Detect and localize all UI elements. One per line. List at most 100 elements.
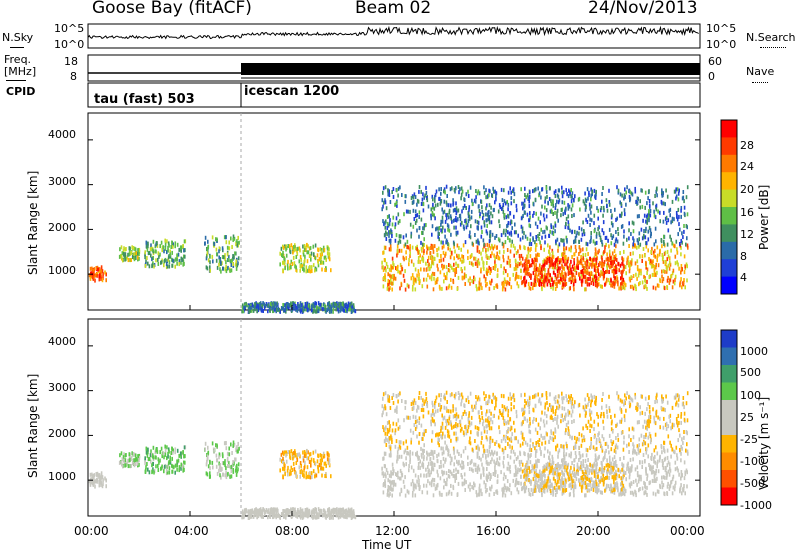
velocity-cell-6-851: [510, 491, 513, 496]
power-cell-8-792: [652, 201, 654, 206]
power-cell-8-911: [416, 202, 418, 207]
power-cell-2-3: [168, 264, 171, 269]
velocity-cell-4-218: [241, 509, 244, 514]
velocity-cell-2-101: [144, 470, 147, 474]
power-cell-2-123: [164, 258, 166, 263]
power-cell-8-950: [675, 211, 678, 215]
power-cell-6-523: [440, 254, 442, 258]
power-cell-8-226: [560, 208, 563, 212]
power-cell-8-532: [443, 209, 446, 214]
power-cell-7-288: [586, 262, 588, 267]
velocity-cell-5-91: [279, 457, 281, 462]
power-cell-7-162: [598, 261, 601, 266]
velocity-cell-1-48: [134, 452, 136, 457]
power-cell-8-828: [654, 194, 656, 198]
velocity-cell-6-783: [403, 463, 405, 468]
velocity-cell-6-646: [549, 451, 551, 456]
noise-search-legend-line: [760, 47, 786, 48]
power-cell-8-445: [582, 220, 584, 225]
power-cell-8-650: [642, 218, 644, 223]
velocity-cell-6-121: [388, 485, 391, 490]
velocity-cell-5-133: [305, 471, 308, 476]
power-cell-6-544: [615, 244, 617, 249]
power-cell-6-494: [387, 282, 389, 287]
velocity-cell-4-207: [342, 509, 345, 514]
power-cell-8-405: [470, 209, 473, 214]
power-cell-5-97: [297, 246, 299, 251]
velocity-cell-6-297: [390, 480, 392, 485]
power-cell-8-306: [556, 214, 558, 219]
velocity-cell-6-173: [536, 480, 538, 485]
power-cell-4-317: [254, 302, 257, 307]
power-cell-7-190: [614, 276, 616, 281]
velocity-cell-2-92: [168, 449, 170, 454]
velocity-cell-2-120: [171, 469, 173, 474]
velocity-cell-6-850: [477, 465, 479, 470]
velocity-cell-6-793: [400, 476, 402, 481]
power-cell-7-188: [542, 263, 544, 268]
power-cell-2-39: [172, 242, 174, 247]
velocity-cell-6-376: [395, 472, 397, 477]
velocity-cell-6-752: [478, 483, 481, 488]
velocity-cell-2-44: [166, 445, 168, 450]
power-cell-8-395: [465, 220, 467, 225]
power-cell-6-47: [427, 273, 429, 278]
power-cell-6-680: [530, 246, 532, 251]
power-cell-7-98: [613, 259, 616, 264]
power-cell-6-601: [391, 274, 394, 279]
power-cell-5-138: [282, 254, 284, 258]
velocity-cell-6-614: [645, 450, 648, 455]
power-cell-6-268: [471, 253, 473, 258]
power-cell-8-168: [468, 217, 471, 222]
power-cell-8-530: [666, 242, 669, 247]
power-cell-7-180: [578, 260, 580, 265]
velocity-cell-6-319: [551, 460, 554, 465]
power-cell-6-890: [683, 270, 686, 275]
velocity-cell-4-81: [326, 514, 328, 519]
velocity-cell-5-12: [296, 455, 298, 460]
velocity-cell-2-12: [150, 449, 152, 454]
power-cell-8-370: [503, 213, 506, 217]
power-cell-4-46: [262, 309, 264, 313]
power-cell-6-269: [676, 247, 678, 252]
power-cell-5-113: [317, 248, 320, 253]
velocity-cell-4-236: [268, 511, 271, 516]
power-cell-8-876: [386, 226, 389, 230]
velocity-cell-2-110: [160, 466, 163, 471]
velocity-cell-6-454: [490, 460, 492, 465]
power-cell-8-574: [511, 239, 513, 244]
power-cell-3-47: [224, 267, 227, 272]
velocity-cell-6-764: [588, 468, 590, 473]
velocity-cell-3-60: [225, 475, 228, 480]
velocity-cell-6-786: [382, 456, 384, 461]
velocity-cell-6-46: [430, 470, 432, 475]
power-cell-7-85: [540, 282, 543, 286]
velocity-cell-6-696: [527, 456, 530, 461]
power-cell-5-99: [326, 246, 329, 251]
power-cell-7-320: [536, 258, 538, 263]
velocity-cell-4-105: [252, 514, 255, 519]
power-cell-6-640: [648, 257, 650, 261]
velocity-cell-6-322: [540, 452, 542, 457]
velocity-cell-0-36: [90, 477, 92, 482]
velocity-cell-6-649: [389, 450, 392, 455]
power-cell-2-76: [171, 258, 174, 263]
power-cell-6-390: [387, 272, 389, 277]
power-cell-7-112: [599, 273, 601, 278]
power-cell-8-436: [387, 188, 389, 193]
power-cell-8-523: [571, 229, 574, 234]
velocity-cell-6-161: [517, 490, 520, 495]
velocity-cell-6-573: [464, 488, 466, 492]
power-cell-6-533: [659, 248, 661, 253]
power-cell-6-624: [443, 264, 445, 269]
power-cell-7-86: [550, 262, 552, 267]
power-cell-1-38: [122, 249, 125, 254]
power-cell-8-875: [431, 210, 434, 215]
power-cell-8-630: [670, 220, 672, 225]
power-cell-2-93: [182, 257, 184, 262]
power-cell-5-128: [330, 268, 332, 273]
velocity-cell-6-292: [585, 453, 588, 458]
power-cell-0-47: [100, 269, 102, 274]
power-cell-8-849: [608, 188, 610, 193]
power-cell-5-140: [313, 252, 315, 257]
